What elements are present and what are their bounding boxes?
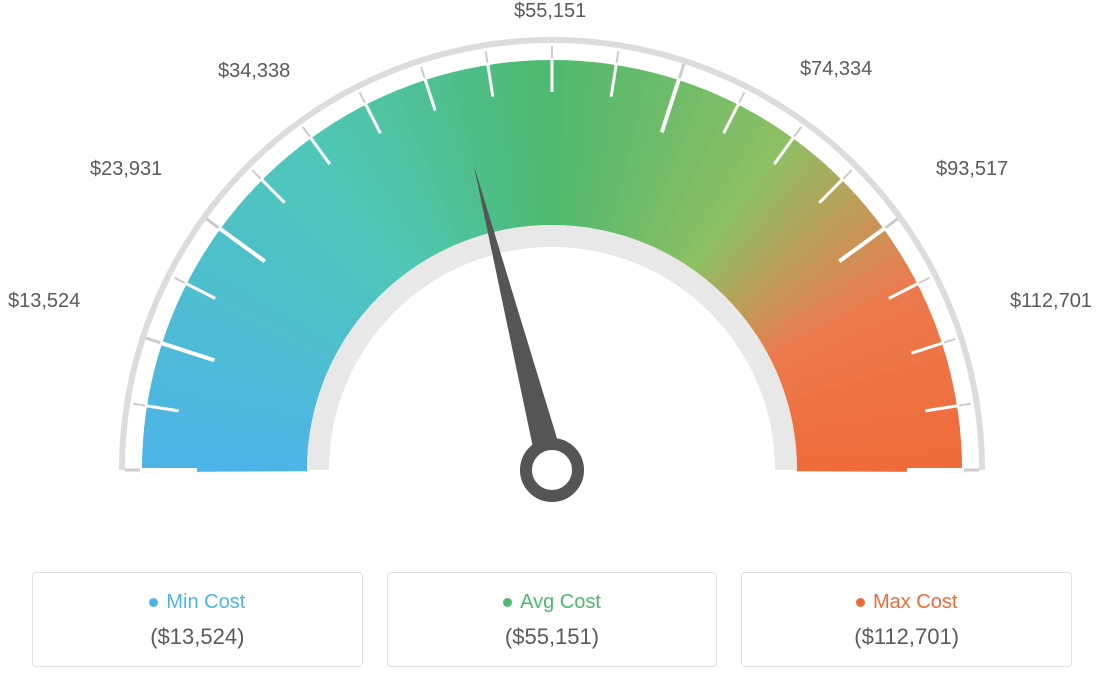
legend-max-label: Max Cost [873,591,957,613]
gauge-scale-label: $55,151 [514,0,586,23]
dot-icon [149,598,158,607]
legend-avg-box: Avg Cost ($55,151) [387,572,718,667]
legend-row: Min Cost ($13,524) Avg Cost ($55,151) Ma… [32,572,1072,667]
legend-min-value: ($13,524) [43,624,352,650]
legend-min-box: Min Cost ($13,524) [32,572,363,667]
dot-icon [856,598,865,607]
gauge-scale-label: $13,524 [8,290,80,313]
legend-avg-title: Avg Cost [398,591,707,614]
legend-avg-label: Avg Cost [520,591,601,613]
gauge-scale-label: $93,517 [936,158,1008,181]
gauge-chart: $13,524 $23,931 $34,338 $55,151 $74,334 $93,5… [0,0,1104,560]
legend-min-label: Min Cost [166,591,245,613]
gauge-scale-label: $74,334 [800,58,872,81]
gauge-scale-label: $34,338 [218,60,290,83]
legend-max-box: Max Cost ($112,701) [741,572,1072,667]
legend-max-title: Max Cost [752,591,1061,614]
gauge-svg [52,10,1052,560]
legend-min-title: Min Cost [43,591,352,614]
dot-icon [503,598,512,607]
legend-max-value: ($112,701) [752,624,1061,650]
legend-avg-value: ($55,151) [398,624,707,650]
gauge-scale-label: $112,701 [1010,290,1092,313]
gauge-scale-label: $23,931 [90,158,162,181]
